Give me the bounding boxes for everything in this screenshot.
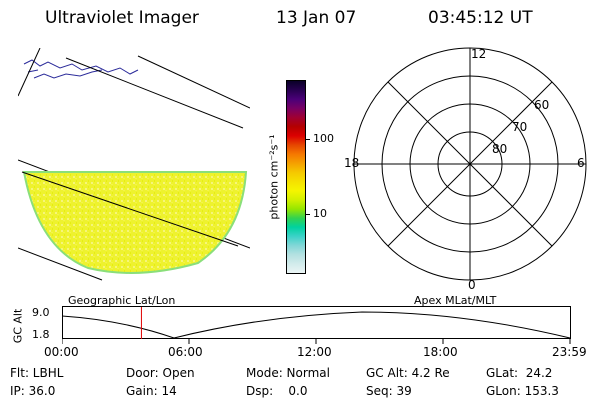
polar-projection-label: Apex MLat/MLT [414, 294, 497, 307]
uv-image-halfdisk [22, 171, 248, 274]
dsp-info: Dsp: 0.0 [246, 384, 308, 398]
timeline-y-tick-low: 1.8 [32, 328, 50, 341]
colorbar-tick-mark [306, 138, 310, 140]
time-text: 03:45:12 UT [428, 8, 533, 28]
door-info: Door: Open [126, 366, 195, 380]
date-text: 13 Jan 07 [276, 8, 357, 28]
map-gridline-2 [65, 57, 244, 129]
geographic-map [18, 48, 250, 281]
colorbar-gradient [287, 81, 305, 273]
colorbar [286, 80, 306, 274]
app-title: Ultraviolet Imager [45, 8, 199, 28]
mlt-label-0: 0 [468, 278, 476, 292]
map-gridline-5 [21, 171, 239, 247]
x-tick-0000: 00:00 [44, 345, 79, 359]
seq-info: Seq: 39 [366, 384, 412, 398]
x-tick-0600: 06:00 [168, 345, 203, 359]
colorbar-tick-mark [306, 214, 310, 216]
gain-info: Gain: 14 [126, 384, 177, 398]
colorbar-tick-label: 10 [313, 207, 327, 221]
gc-alt-info: GC Alt: 4.2 Re [366, 366, 450, 380]
mlat-label-70: 70 [512, 120, 527, 134]
map-gridline-3 [137, 55, 250, 109]
timeline-y-tick-high: 9.0 [32, 306, 50, 319]
map-projection-label: Geographic Lat/Lon [68, 294, 176, 307]
mlt-label-6: 6 [577, 156, 585, 170]
ip-info: IP: 36.0 [10, 384, 56, 398]
map-gridline-1 [18, 48, 41, 97]
coastline [23, 59, 139, 79]
mlt-label-12: 12 [471, 47, 486, 61]
x-tick-2359: 23:59 [552, 345, 587, 359]
altitude-timeline [62, 306, 571, 344]
glat-info: GLat: 24.2 [486, 366, 553, 380]
map-gridline-6 [18, 247, 103, 281]
mode-info: Mode: Normal [246, 366, 330, 380]
x-tick-1800: 18:00 [423, 345, 458, 359]
polar-plot: 12 6 0 18 60 70 80 [344, 47, 587, 292]
altitude-curve [62, 311, 571, 339]
mlt-label-18: 18 [344, 156, 359, 170]
colorbar-tick-label: 100 [313, 131, 334, 145]
colorbar-unit-label: photon cm⁻²s⁻¹ [267, 134, 281, 220]
mlat-label-60: 60 [534, 98, 549, 112]
x-tick-1200: 12:00 [297, 345, 332, 359]
filter-info: Flt: LBHL [10, 366, 64, 380]
mlat-label-80: 80 [492, 142, 507, 156]
glon-info: GLon: 153.3 [486, 384, 559, 398]
timeline-y-title: GC Alt [11, 308, 25, 344]
